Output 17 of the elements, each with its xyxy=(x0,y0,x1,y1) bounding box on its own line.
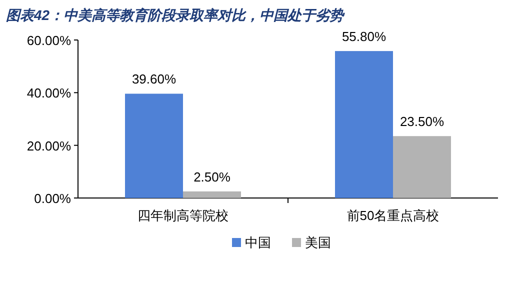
data-label: 23.50% xyxy=(400,114,444,130)
legend-label: 美国 xyxy=(305,235,331,250)
bar xyxy=(393,136,451,198)
chart-title: 图表42：中美高等教育阶段录取率对比，中国处于劣势 xyxy=(6,7,346,23)
x-tick-label: 前50名重点高校 xyxy=(346,208,440,223)
y-tick-label: 0.00% xyxy=(34,191,72,206)
y-tick-label: 40.00% xyxy=(26,86,72,101)
x-tick-label: 四年制高等院校 xyxy=(138,208,228,223)
bar xyxy=(335,51,393,198)
legend-label: 中国 xyxy=(245,235,271,250)
bar xyxy=(183,191,241,198)
data-label: 39.60% xyxy=(132,72,176,87)
data-label: 2.50% xyxy=(194,169,231,184)
data-label: 55.80% xyxy=(342,29,386,44)
y-tick-label: 20.00% xyxy=(26,138,72,154)
bar xyxy=(125,94,183,198)
y-tick-label: 60.00% xyxy=(26,33,72,48)
